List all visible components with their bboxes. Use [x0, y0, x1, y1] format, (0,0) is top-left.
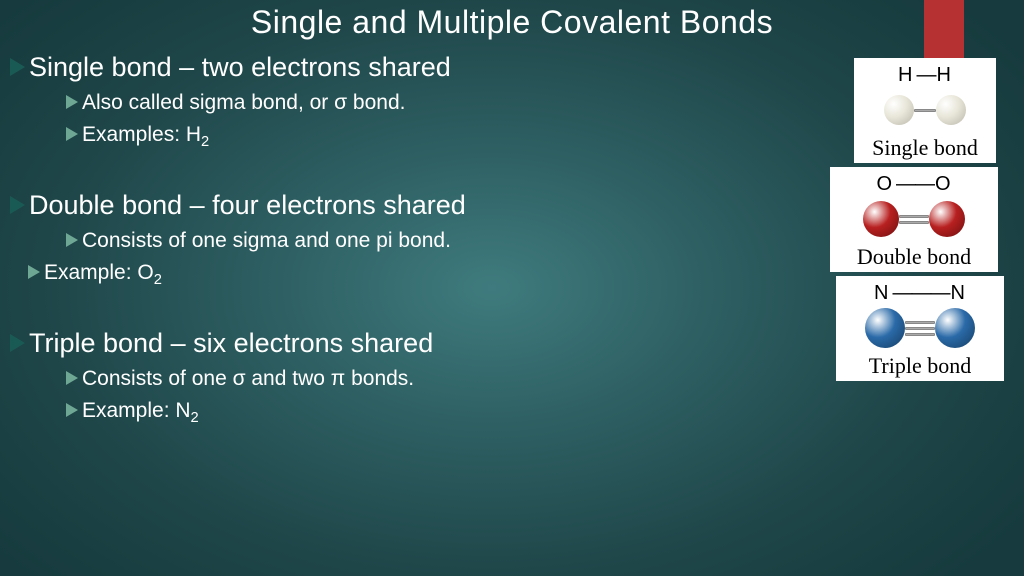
- bullet-arrow-icon: [10, 334, 25, 352]
- bullet-text: Consists of one sigma and one pi bond.: [82, 229, 451, 253]
- bullet-lvl1: Triple bond – six electrons shared: [10, 328, 690, 359]
- bullet-lvl2: Example: N2: [66, 399, 690, 426]
- bullet-text: Also called sigma bond, or σ bond.: [82, 91, 405, 115]
- bond-label: Double bond: [834, 244, 994, 270]
- bullet-lvl1: Double bond – four electrons shared: [10, 190, 690, 221]
- atom-icon: [865, 308, 905, 348]
- bullet-arrow-icon: [66, 371, 78, 385]
- bullet-content: Single bond – two electrons shared Also c…: [10, 50, 690, 427]
- atom-icon: [863, 201, 899, 237]
- bullet-arrow-icon: [66, 233, 78, 247]
- bond-label: Triple bond: [840, 353, 1000, 379]
- bond-formula: H—H: [858, 64, 992, 87]
- bullet-lvl2: Also called sigma bond, or σ bond.: [66, 91, 690, 115]
- bond-model: [840, 305, 1000, 351]
- bullet-text: Consists of one σ and two π bonds.: [82, 367, 414, 391]
- bond-sticks: [914, 109, 936, 112]
- bond-label: Single bond: [858, 135, 992, 161]
- bond-model: [858, 87, 992, 133]
- bullet-text: Triple bond – six electrons shared: [29, 328, 433, 359]
- atom-icon: [935, 308, 975, 348]
- bullet-text: Examples: H2: [82, 123, 209, 150]
- bond-diagrams: H—H Single bond O——O Double bond N———N Triple…: [830, 58, 1000, 385]
- bullet-arrow-icon: [10, 196, 25, 214]
- bond-model: [834, 196, 994, 242]
- atom-icon: [929, 201, 965, 237]
- bullet-lvl1: Single bond – two electrons shared: [10, 52, 690, 83]
- atom-icon: [936, 95, 966, 125]
- bond-formula: O——O: [834, 173, 994, 196]
- bullet-lvl2: Example: O2: [28, 261, 690, 288]
- bullet-text: Double bond – four electrons shared: [29, 190, 466, 221]
- bullet-arrow-icon: [66, 403, 78, 417]
- bullet-text: Example: N2: [82, 399, 199, 426]
- bullet-lvl2: Examples: H2: [66, 123, 690, 150]
- bullet-arrow-icon: [66, 127, 78, 141]
- bond-card: N———N Triple bond: [836, 276, 1004, 381]
- bond-sticks: [899, 215, 929, 224]
- bond-card: H—H Single bond: [854, 58, 996, 163]
- accent-bar: [924, 0, 964, 64]
- bullet-text: Single bond – two electrons shared: [29, 52, 451, 83]
- bond-formula: N———N: [840, 282, 1000, 305]
- atom-icon: [884, 95, 914, 125]
- bond-card: O——O Double bond: [830, 167, 998, 272]
- bond-sticks: [905, 321, 935, 336]
- slide-title: Single and Multiple Covalent Bonds: [0, 0, 1024, 41]
- bullet-lvl2: Consists of one sigma and one pi bond.: [66, 229, 690, 253]
- bullet-arrow-icon: [10, 58, 25, 76]
- bullet-arrow-icon: [66, 95, 78, 109]
- bullet-text: Example: O2: [44, 261, 162, 288]
- bullet-arrow-icon: [28, 265, 40, 279]
- bullet-lvl2: Consists of one σ and two π bonds.: [66, 367, 690, 391]
